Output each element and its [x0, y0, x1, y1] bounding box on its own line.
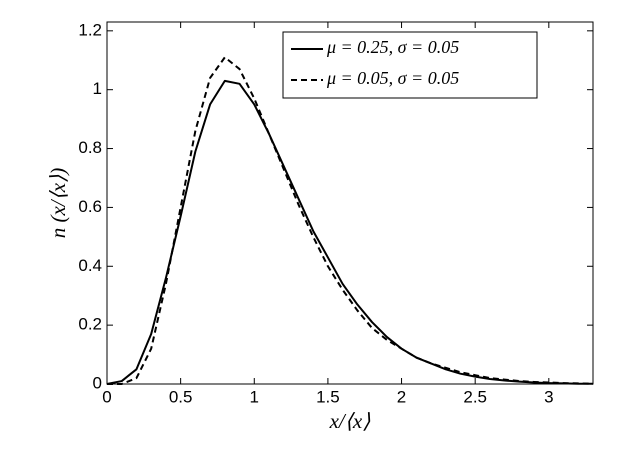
- x-tick-label: 0.5: [169, 387, 193, 406]
- y-tick-label: 1.2: [78, 20, 102, 39]
- y-tick-label: 0: [93, 373, 102, 392]
- legend-box: [282, 31, 538, 99]
- y-tick-label: 0.6: [78, 197, 102, 216]
- line-series: [107, 56, 594, 385]
- y-tick-label: 0.2: [78, 315, 102, 334]
- y-tick-label: 0.4: [78, 256, 102, 275]
- x-tick-label: 2.5: [463, 387, 487, 406]
- y-tick-label: 0.8: [78, 138, 102, 157]
- legend-label: μ = 0.05, σ = 0.05: [326, 68, 459, 88]
- legend-label: μ = 0.25, σ = 0.05: [326, 37, 459, 57]
- x-tick-label: 0: [102, 387, 111, 406]
- y-axis-label: n (x/⟨x⟩): [46, 168, 70, 239]
- x-tick-label: 3: [544, 387, 553, 406]
- x-tick-label: 2: [397, 387, 406, 406]
- x-tick-label: 1.5: [316, 387, 340, 406]
- x-axis-label: x/⟨x⟩: [329, 409, 371, 433]
- y-tick-label: 1: [93, 79, 102, 98]
- line-series: [106, 79, 593, 385]
- x-tick-label: 1: [250, 387, 259, 406]
